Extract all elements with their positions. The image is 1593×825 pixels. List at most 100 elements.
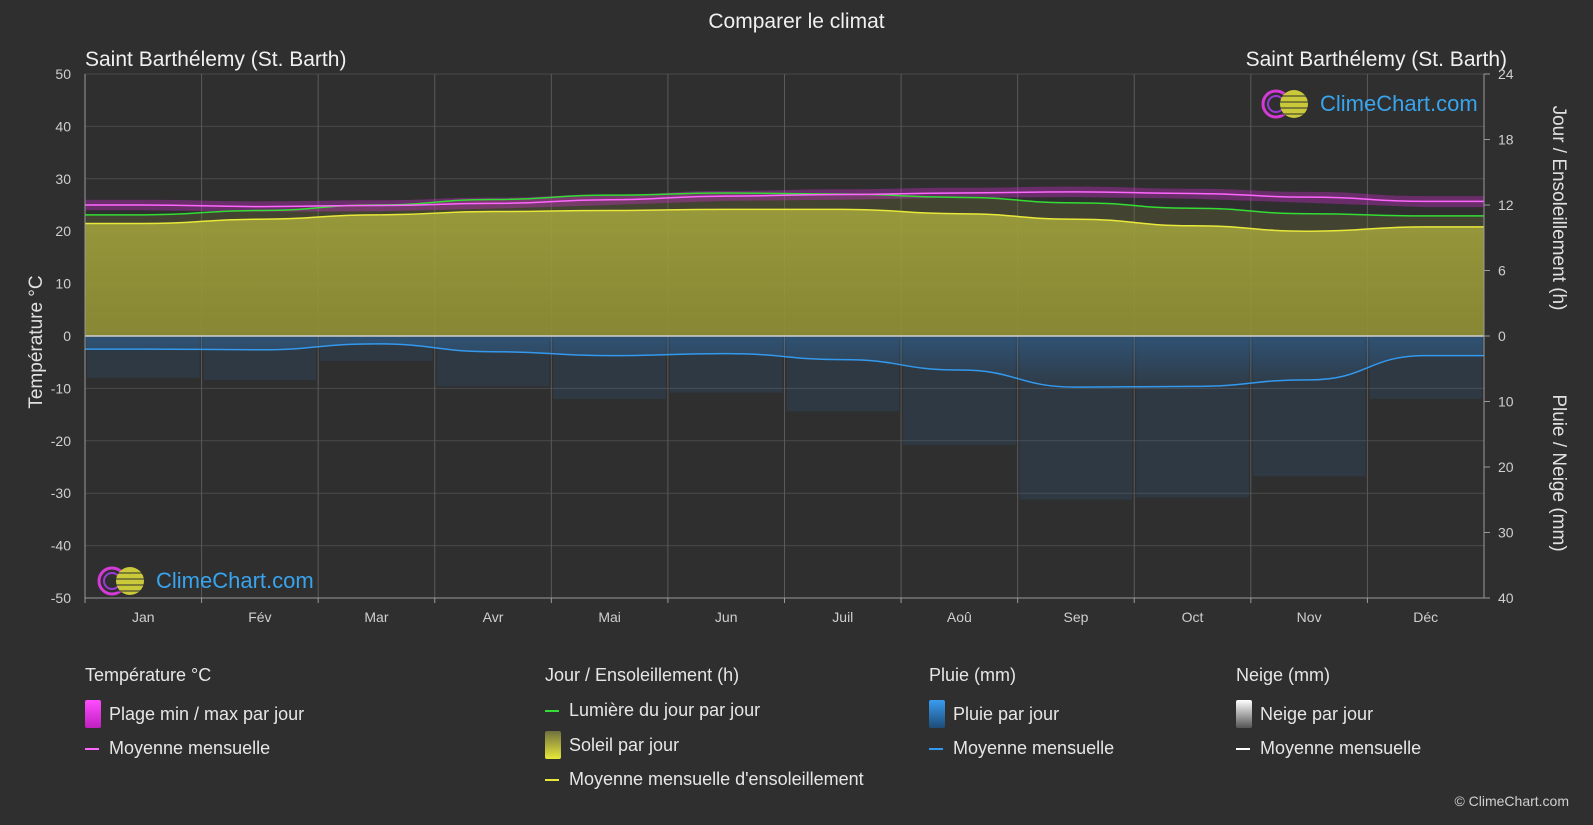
y-tick-left: -30 [51, 485, 71, 501]
legend-label: Neige par jour [1260, 703, 1374, 724]
legend-heading: Pluie (mm) [929, 665, 1017, 685]
rain-layer [85, 336, 1484, 500]
sunshine-area [85, 209, 1484, 336]
x-tick-month: Aoû [947, 609, 972, 625]
legend-label: Moyenne mensuelle [953, 738, 1115, 758]
legend-label: Moyenne mensuelle [1260, 738, 1422, 758]
rain-bar [1136, 336, 1249, 498]
legend-temperature: Température °C Plage min / max par jour … [85, 665, 304, 759]
legend-label: Moyenne mensuelle d'ensoleillement [569, 769, 864, 789]
x-tick-month: Mar [364, 609, 388, 625]
legend-heading: Neige (mm) [1236, 665, 1331, 685]
y-tick-left: -20 [51, 433, 71, 449]
legend-label: Pluie par jour [953, 703, 1060, 724]
x-tick-month: Fév [248, 609, 271, 625]
rain-mean-swatch [929, 747, 943, 750]
rain-bar [320, 336, 433, 362]
legend-item: Moyenne mensuelle d'ensoleillement [545, 769, 864, 790]
y-tick-right-hours: 12 [1498, 197, 1514, 213]
y-axis-label-right-bottom: Pluie / Neige (mm) [1548, 394, 1569, 552]
y-axis-label-right-top: Jour / Ensoleillement (h) [1548, 105, 1569, 311]
temp-mean-swatch [85, 747, 99, 750]
logo-text: ClimeChart.com [156, 568, 314, 593]
lines-layer [85, 191, 1484, 388]
axes: 50 40 30 20 10 0 -10 -20 -30 -40 -50 24 18 12 6 0 10 20 30… [51, 66, 1514, 625]
y-tick-left: 20 [55, 223, 71, 239]
rain-swatch [929, 700, 945, 728]
legend-item: Neige par jour [1236, 700, 1421, 728]
x-tick-month: Sep [1063, 609, 1088, 625]
sunshine-swatch [545, 731, 561, 759]
logo-bottom[interactable]: ClimeChart.com [96, 565, 314, 597]
snow-swatch [1236, 700, 1252, 728]
y-tick-left: 30 [55, 171, 71, 187]
x-tick-month: Mai [598, 609, 621, 625]
x-tick-month: Déc [1413, 609, 1438, 625]
y-tick-right-hours: 0 [1498, 328, 1506, 344]
location-right: Saint Barthélemy (St. Barth) [1245, 48, 1507, 71]
legend-label: Plage min / max par jour [109, 703, 305, 724]
y-tick-right-mm: 30 [1498, 525, 1514, 541]
daylight-swatch [545, 709, 559, 712]
legend-item: Soleil par jour [545, 731, 864, 759]
rain-bar [1019, 336, 1133, 500]
chart-title: Comparer le climat [708, 10, 885, 33]
legend-item: Plage min / max par jour [85, 700, 304, 728]
rain-bar [87, 336, 200, 378]
legend-heading: Température °C [85, 665, 212, 685]
legend-snow: Neige (mm) Neige par jour Moyenne mensue… [1236, 665, 1421, 759]
logo-text: ClimeChart.com [1320, 91, 1478, 116]
legend-item: Pluie par jour [929, 700, 1114, 728]
y-tick-right-hours: 18 [1498, 132, 1514, 148]
rain-bar [669, 336, 783, 393]
temp-mean-line [85, 191, 1484, 208]
x-tick-month: Jun [715, 609, 738, 625]
y-tick-right-hours: 24 [1498, 66, 1514, 82]
legend-label: Lumière du jour par jour [569, 700, 761, 720]
rain-bar [903, 336, 1016, 445]
y-tick-left: 0 [63, 328, 71, 344]
daylight-line [85, 192, 1484, 217]
location-left: Saint Barthélemy (St. Barth) [85, 48, 347, 71]
legend-item: Moyenne mensuelle [85, 738, 304, 759]
y-tick-left: -40 [51, 538, 71, 554]
y-tick-right-mm: 40 [1498, 590, 1514, 606]
x-tick-month: Jan [132, 609, 155, 625]
climechart-logo-icon [97, 566, 144, 596]
y-tick-left: 50 [55, 66, 71, 82]
y-tick-right-mm: 10 [1498, 394, 1514, 410]
y-tick-right-mm: 20 [1498, 459, 1514, 475]
temp-range-swatch [85, 700, 101, 728]
legend-item: Lumière du jour par jour [545, 700, 864, 721]
snow-mean-swatch [1236, 747, 1250, 750]
y-tick-left: 40 [55, 118, 71, 134]
rain-bar [1252, 336, 1366, 477]
sunshine-layer [85, 192, 1484, 336]
y-tick-left: -50 [51, 590, 71, 606]
climechart-logo-icon [1261, 89, 1308, 119]
x-tick-month: Juil [832, 609, 853, 625]
rain-bar [203, 336, 317, 381]
legend-rain: Pluie (mm) Pluie par jour Moyenne mensue… [929, 665, 1114, 759]
y-tick-left: 10 [55, 276, 71, 292]
y-axis-label-left: Température °C [26, 275, 47, 409]
legend-heading: Jour / Ensoleillement (h) [545, 665, 740, 685]
rain-bar [436, 336, 550, 387]
legend-label: Soleil par jour [569, 734, 680, 755]
rain-bar [553, 336, 666, 399]
legend-sun: Jour / Ensoleillement (h) Lumière du jou… [545, 665, 864, 790]
x-tick-month: Avr [483, 609, 504, 625]
y-tick-right-hours: 6 [1498, 263, 1506, 279]
legend-item: Moyenne mensuelle [929, 738, 1114, 759]
sunshine-mean-swatch [545, 778, 559, 781]
rain-mean-line [85, 343, 1484, 388]
legend-item: Moyenne mensuelle [1236, 738, 1421, 759]
legend-label: Moyenne mensuelle [109, 738, 271, 758]
rain-area [85, 336, 1484, 388]
daylight-area [85, 192, 1484, 336]
sunshine-mean-line [85, 208, 1484, 232]
rain-bar [786, 336, 900, 412]
logo-top[interactable]: ClimeChart.com [1260, 88, 1478, 120]
y-tick-left: -10 [51, 380, 71, 396]
